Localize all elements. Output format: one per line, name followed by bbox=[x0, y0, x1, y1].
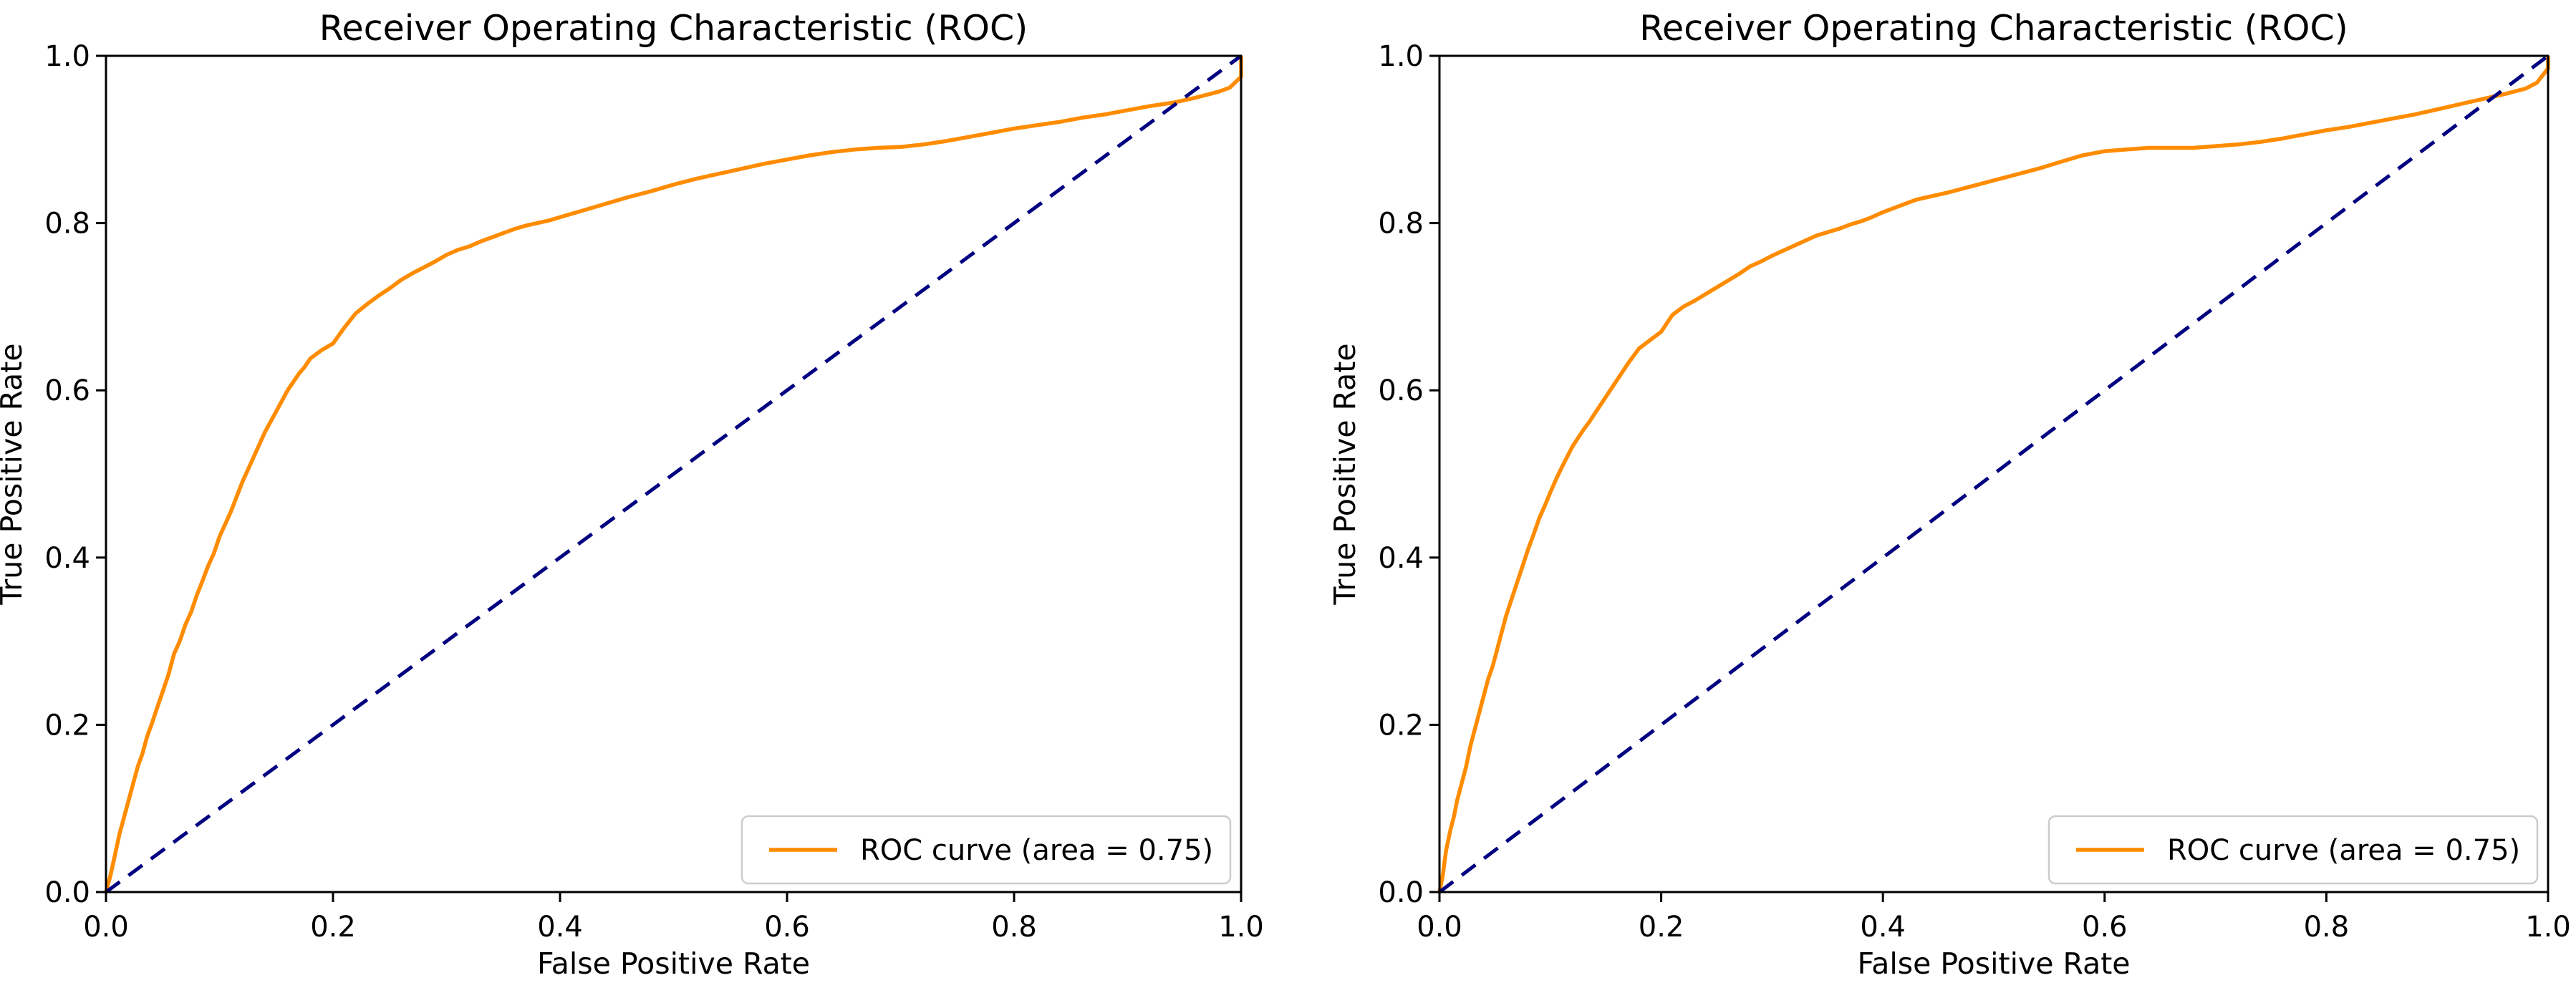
x-axis-label: False Positive Rate bbox=[1857, 946, 2130, 981]
legend: ROC curve (area = 0.75) bbox=[741, 815, 1232, 885]
x-tick-label: 0.4 bbox=[537, 911, 583, 944]
axes-frame bbox=[1438, 54, 2550, 893]
y-tick-label: 0.8 bbox=[44, 208, 90, 241]
x-tick-label: 0.0 bbox=[83, 911, 129, 944]
x-tick-label: 0.2 bbox=[310, 911, 356, 944]
y-axis-label: True Positive Rate bbox=[0, 343, 29, 605]
legend-box bbox=[2047, 815, 2539, 885]
x-tick-label: 1.0 bbox=[1218, 911, 1264, 944]
y-tick-label: 0.4 bbox=[1378, 542, 1424, 575]
y-tick-label: 0.2 bbox=[1378, 709, 1424, 742]
roc-curve-line bbox=[104, 56, 1243, 893]
y-tick-label: 0.2 bbox=[44, 709, 90, 742]
y-tick-label: 0.6 bbox=[1378, 374, 1424, 407]
x-tick-label: 0.8 bbox=[991, 911, 1037, 944]
roc-subplot-left: 0.0 0.2 0.4 0.6 0.8 1.0 0.0 0.2 0.4 0.6 0.8 1.0 Rece… bbox=[0, 8, 1264, 981]
x-tick-label: 1.0 bbox=[2525, 911, 2571, 944]
y-tick-label: 0.8 bbox=[1378, 208, 1424, 241]
legend-label: ROC curve (area = 0.75) bbox=[2167, 834, 2520, 867]
x-tick-label: 0.4 bbox=[1860, 911, 1906, 944]
legend-box bbox=[741, 815, 1232, 885]
x-tick-label: 0.8 bbox=[2304, 911, 2350, 944]
x-tick-label: 0.2 bbox=[1639, 911, 1684, 944]
plot-title: Receiver Operating Characteristic (ROC) bbox=[1639, 8, 2348, 49]
roc-subplot-right: 0.0 0.2 0.4 0.6 0.8 1.0 0.0 0.2 0.4 0.6 0.8 1.0 Rece… bbox=[1328, 8, 2571, 981]
plot-title: Receiver Operating Characteristic (ROC) bbox=[319, 8, 1028, 49]
legend-label: ROC curve (area = 0.75) bbox=[860, 834, 1213, 867]
y-tick-label: 0.4 bbox=[44, 542, 90, 575]
y-tick-label: 1.0 bbox=[1378, 40, 1424, 73]
chance-diagonal-line bbox=[105, 54, 1243, 894]
x-axis-label: False Positive Rate bbox=[537, 946, 810, 981]
axes-frame bbox=[105, 54, 1243, 893]
x-tick-label: 0.6 bbox=[2082, 911, 2128, 944]
x-tick-label: 0.0 bbox=[1417, 911, 1462, 944]
y-axis-label: True Positive Rate bbox=[1328, 343, 1362, 605]
chance-diagonal-line bbox=[1438, 54, 2550, 893]
y-tick-label: 0.0 bbox=[44, 876, 90, 909]
y-tick-label: 0.6 bbox=[44, 374, 90, 407]
roc-curve-line bbox=[1437, 56, 2550, 893]
y-tick-label: 0.0 bbox=[1378, 876, 1424, 909]
x-tick-label: 0.6 bbox=[764, 911, 810, 944]
y-tick-label: 1.0 bbox=[44, 40, 90, 73]
legend: ROC curve (area = 0.75) bbox=[2047, 815, 2539, 885]
